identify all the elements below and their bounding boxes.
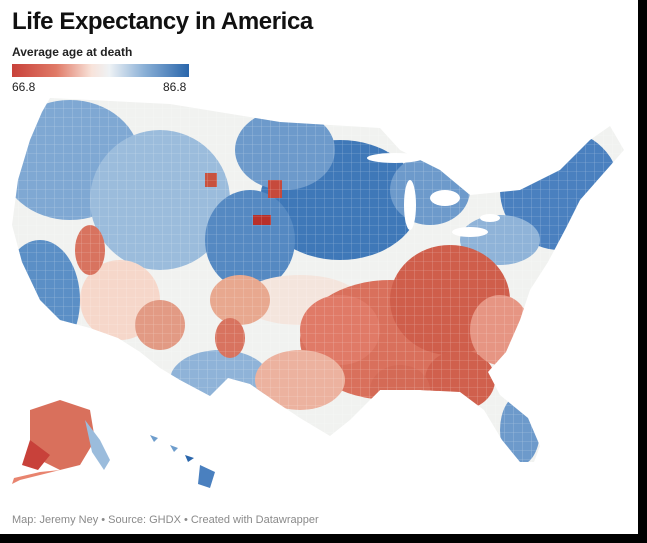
source-credit: Map: Jeremy Ney • Source: GHDX • Created… — [12, 514, 319, 526]
us-county-map — [12, 98, 624, 488]
alaska — [12, 400, 110, 484]
legend-color-scale — [12, 64, 189, 77]
legend-min-label: 66.8 — [12, 80, 36, 94]
legend-title: Average age at death — [12, 45, 133, 59]
chart-card: Life Expectancy in America Average age a… — [0, 0, 638, 534]
great-lakes — [367, 153, 500, 237]
chart-title: Life Expectancy in America — [12, 8, 313, 35]
legend-max-label: 86.8 — [163, 80, 187, 94]
contiguous-us — [12, 98, 624, 462]
hawaii — [150, 435, 215, 488]
